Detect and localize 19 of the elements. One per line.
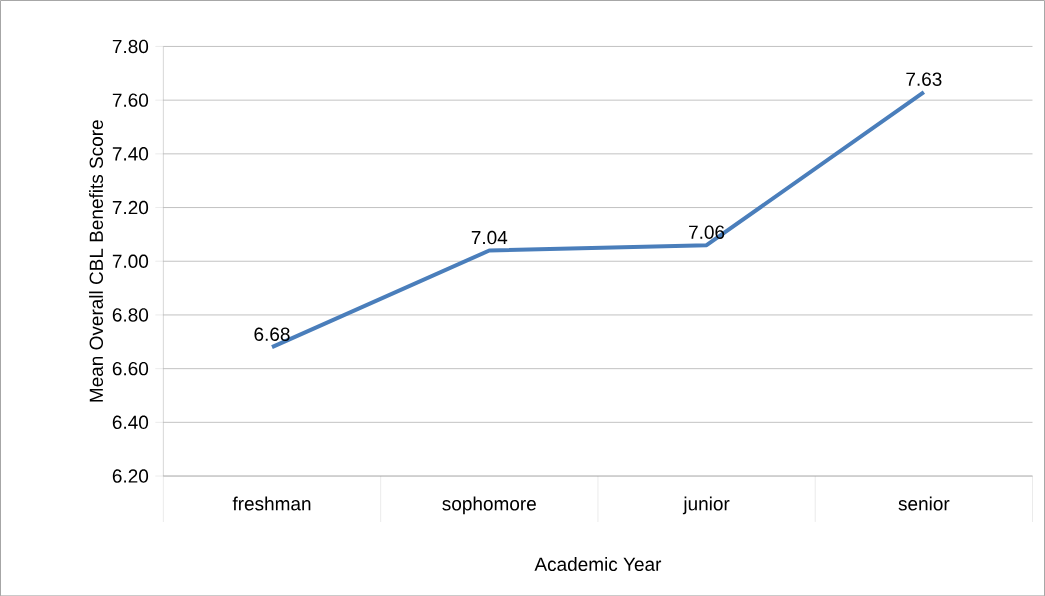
x-axis-title: Academic Year xyxy=(534,556,662,571)
y-tick-label: 7.00 xyxy=(112,254,149,268)
x-tick-label: senior xyxy=(898,496,950,511)
data-label: 7.06 xyxy=(689,225,725,239)
y-axis-title: Mean Overall CBL Benefits Score xyxy=(89,120,104,402)
y-tick-label: 6.40 xyxy=(112,415,149,429)
x-tick-label: sophomore xyxy=(442,496,536,515)
y-tick-label: 6.80 xyxy=(112,308,149,322)
y-tick-label: 6.20 xyxy=(112,469,149,483)
y-tick-label: 7.20 xyxy=(112,200,149,215)
x-tick-label: freshman xyxy=(232,496,311,511)
y-tick-label: 6.60 xyxy=(112,361,149,376)
y-tick-label: 7.80 xyxy=(112,39,149,53)
data-label: 7.63 xyxy=(906,72,942,86)
y-tick-label: 7.60 xyxy=(112,93,149,107)
data-label: 7.04 xyxy=(471,230,508,245)
y-tick-label: 7.40 xyxy=(112,146,149,161)
x-tick-label: junior xyxy=(682,496,730,515)
data-label: 6.68 xyxy=(254,327,290,341)
